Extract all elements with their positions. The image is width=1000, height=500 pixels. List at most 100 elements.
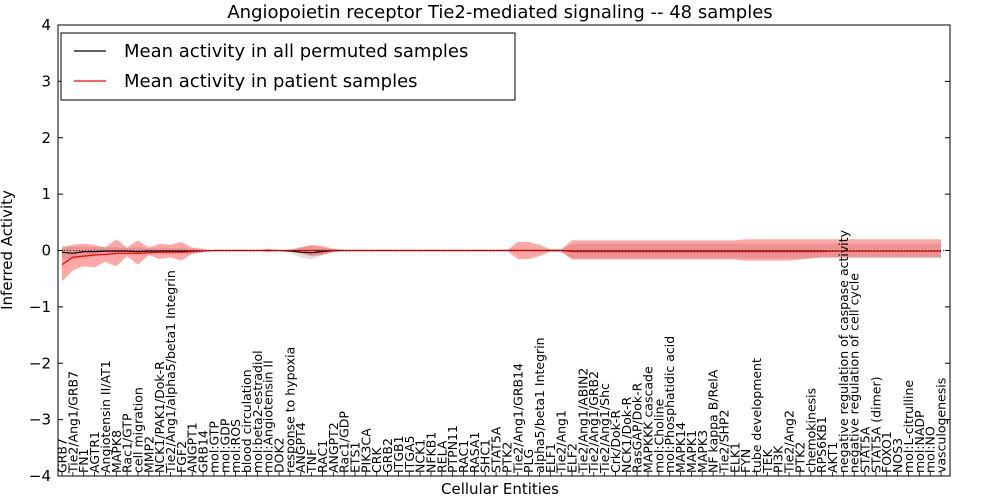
x-tick-label: ELK1 bbox=[727, 442, 742, 473]
x-tick-label: STAT5A bbox=[858, 426, 873, 473]
x-tick-label: ANGPT4 bbox=[293, 422, 308, 473]
x-tick-label: NOS3 bbox=[890, 438, 905, 473]
x-tick-label: Tie2/Ang1/GRB14 bbox=[510, 363, 525, 474]
x-tick-label: vasculogenesis bbox=[934, 378, 949, 473]
chart-title: Angiopoietin receptor Tie2-mediated sign… bbox=[227, 2, 772, 23]
y-tick-label: −1 bbox=[29, 298, 51, 316]
x-tick-label: PTK2 bbox=[792, 442, 807, 473]
confidence-bands bbox=[62, 239, 941, 282]
x-tick-label: STAT5A bbox=[489, 426, 504, 473]
y-tick-label: 0 bbox=[41, 242, 51, 260]
x-tick-label: mol:GTP bbox=[206, 421, 221, 473]
x-tick-label: AKT1 bbox=[825, 442, 840, 473]
y-tick-label: 4 bbox=[41, 16, 51, 34]
x-tick-label: blood circulation bbox=[239, 369, 254, 473]
x-tick-label: RAC1 bbox=[315, 440, 330, 473]
x-tick-label: PI3K bbox=[771, 445, 786, 473]
x-tick-label: mol:Angiotensin II bbox=[261, 360, 276, 473]
legend-label-patient: Mean activity in patient samples bbox=[124, 71, 418, 92]
x-tick-label: cell migration bbox=[130, 387, 145, 473]
x-tick-label: response to hypoxia bbox=[282, 347, 297, 473]
x-tick-label: STAT5A (dimer) bbox=[868, 377, 883, 473]
x-tick-label: Crk/Dok-R bbox=[608, 410, 623, 473]
y-tick-label: 1 bbox=[41, 185, 51, 203]
y-tick-label: −3 bbox=[29, 411, 51, 429]
x-tick-label: RAC1 bbox=[456, 440, 471, 473]
x-tick-label: FYN bbox=[738, 449, 753, 473]
x-tick-label: chemokinesis bbox=[803, 388, 818, 473]
x-tick-label: FN1 bbox=[76, 449, 91, 474]
y-tick-label: −4 bbox=[29, 467, 51, 485]
x-tick-label: Tie2/Ang1/ABIN2 bbox=[575, 368, 590, 474]
x-tick-label: SHC1 bbox=[478, 439, 493, 473]
x-tick-label: mol:Choline bbox=[651, 398, 666, 473]
x-tick-label: NF kappa B/RelA bbox=[706, 369, 721, 473]
x-tick-label: ANGPT1 bbox=[185, 422, 200, 473]
x-tick-label: RasGAP/Dok-R bbox=[630, 382, 645, 473]
x-tick-label: mol:Phosphatidic acid bbox=[662, 336, 677, 473]
x-tick-label: ITGA5 bbox=[402, 435, 417, 473]
x-tick-label: PTPN11 bbox=[445, 425, 460, 473]
x-tick-label: Tie2/Ang1/alpha5/beta1 Integrin bbox=[163, 270, 178, 474]
x-tick-label: NCK1/Dok-R bbox=[619, 397, 634, 473]
x-tick-label: TNF bbox=[304, 449, 319, 474]
x-tick-label: MAPK14 bbox=[673, 422, 688, 473]
x-tick-label: ANGPT2 bbox=[326, 422, 341, 473]
x-tick-label: mol:beta2-estradiol bbox=[250, 350, 265, 473]
x-tick-label: PLG bbox=[521, 449, 536, 473]
x-tick-label: NCK1/PAK1/Dok-R bbox=[152, 361, 167, 473]
x-tick-label: alpha5/beta1 Integrin bbox=[532, 337, 547, 473]
x-tick-label: MAPK3 bbox=[695, 430, 710, 473]
y-axis: −4 −3 −2 −1 0 1 2 3 4 bbox=[29, 16, 950, 485]
x-tick-label: NCK1 bbox=[413, 439, 428, 473]
x-tick-label: Tie2/Ang2 bbox=[782, 410, 797, 474]
x-tick-label: RASA1 bbox=[467, 432, 482, 473]
legend-label-permuted: Mean activity in all permuted samples bbox=[124, 41, 468, 62]
x-tick-label: GRB2 bbox=[380, 438, 395, 473]
x-tick-label: RELA bbox=[434, 440, 449, 473]
x-tick-label: TEK bbox=[760, 448, 775, 474]
x-tick-label: PTK2 bbox=[499, 442, 514, 473]
x-tick-label: Angiotensin II/AT1 bbox=[98, 360, 113, 473]
x-tick-label: tube development bbox=[749, 358, 764, 473]
x-tick-label: mol:ROS bbox=[228, 419, 243, 473]
x-tick-label: negative regulation of cell cycle bbox=[847, 273, 862, 473]
x-tick-label: ELF1 bbox=[543, 443, 558, 473]
x-tick-label: DOK2 bbox=[272, 437, 287, 473]
x-tick-label: NFKB1 bbox=[423, 432, 438, 473]
x-tick-label: ITGB1 bbox=[391, 435, 406, 473]
x-tick-label: Rac1/GDP bbox=[337, 411, 352, 473]
x-tick-label: AGTR1 bbox=[87, 431, 102, 473]
y-tick-label: −2 bbox=[29, 354, 51, 372]
band-permuted bbox=[62, 243, 941, 260]
band-patient bbox=[62, 239, 941, 282]
x-tick-label: Tie2/Ang1/Shc bbox=[597, 383, 612, 474]
x-tick-label: Tie2/Ang1/GRB7 bbox=[65, 371, 80, 474]
x-tick-label: RPS6KB1 bbox=[814, 416, 829, 473]
x-tick-label: Tie2/Ang1/GRB2 bbox=[586, 371, 601, 474]
x-tick-label: negative regulation of caspase activity bbox=[836, 229, 851, 473]
x-tick-label: CRK bbox=[369, 447, 384, 473]
y-axis-label: Inferred Activity bbox=[0, 190, 16, 310]
legend: Mean activity in all permuted samples Me… bbox=[60, 32, 516, 101]
x-tick-label: FGF2 bbox=[174, 441, 189, 473]
x-tick-label: MMP2 bbox=[141, 436, 156, 473]
x-tick-label: Tie2/Ang1 bbox=[554, 410, 569, 474]
x-tick-label: FOXO1 bbox=[879, 431, 894, 473]
x-axis-label: Cellular Entities bbox=[441, 480, 559, 498]
y-tick-label: 2 bbox=[41, 129, 51, 147]
x-tick-label: Rac1/GTP bbox=[120, 413, 135, 473]
x-tick-label: ETS1 bbox=[348, 442, 363, 473]
x-tick-label: MAPK1 bbox=[684, 430, 699, 473]
x-tick-label: ELF2 bbox=[565, 443, 580, 473]
x-tick-label: mol:L-citrulline bbox=[901, 380, 916, 473]
x-tick-label: mol:GDP bbox=[217, 418, 232, 473]
x-tick-label: GRB14 bbox=[196, 430, 211, 473]
x-tick-label: PIK3CA bbox=[358, 428, 373, 473]
x-tick-label: MAPKKK cascade bbox=[641, 366, 656, 473]
x-tick-label: mol:NADP bbox=[912, 410, 927, 473]
x-tick-label: mol:NO bbox=[923, 426, 938, 473]
x-tick-label: Tie2/SHP2 bbox=[716, 410, 731, 474]
